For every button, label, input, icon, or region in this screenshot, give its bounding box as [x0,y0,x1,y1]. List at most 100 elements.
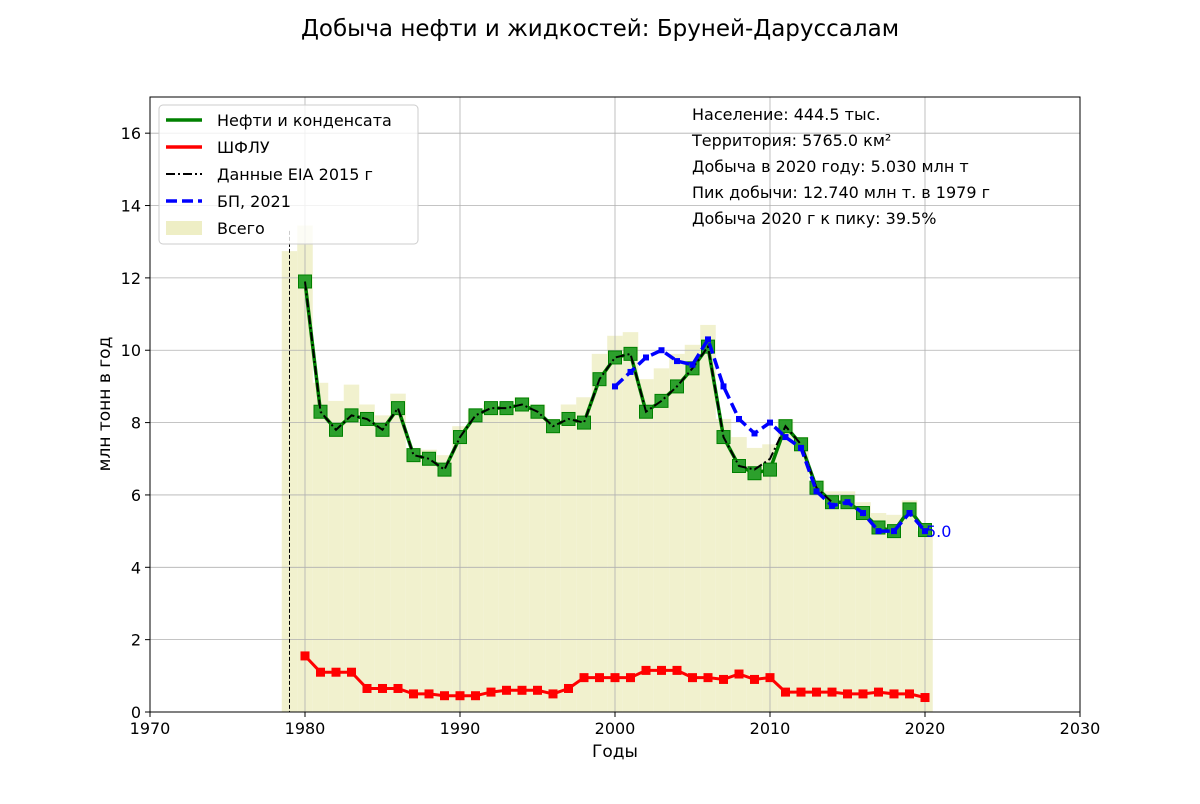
oil-marker [623,346,638,361]
ngl-marker [455,691,465,701]
bp-marker [922,528,928,535]
total-bar [498,404,515,712]
ngl-marker [300,651,310,661]
y-tick-label: 4 [131,558,141,577]
y-tick-label: 14 [121,197,141,216]
legend-swatch-total [166,221,202,235]
x-tick-label: 2010 [750,719,791,738]
ngl-marker [331,667,341,677]
ngl-marker [920,693,930,703]
bp-marker [875,528,882,535]
bp-marker [705,336,711,343]
ngl-marker [440,691,449,701]
total-bar [576,397,592,712]
eia-line [304,281,833,503]
ngl-marker [517,685,527,695]
bp-marker [627,368,634,375]
total-bar [591,353,608,712]
total-bar [421,449,437,712]
oil-marker [577,415,591,430]
bp-marker [658,347,665,354]
total-bar [824,491,840,712]
oil-marker [406,448,421,463]
total-bar [870,513,887,712]
bp-marker [860,510,866,517]
ngl-marker [595,673,604,683]
bp-series [612,335,928,535]
ngl-marker [827,687,837,697]
ngl-marker [579,673,589,683]
total-bar [746,447,763,712]
total-bar [731,437,747,712]
oil-marker [763,462,777,477]
total-bar [638,379,654,712]
x-tick-label: 2020 [905,719,946,738]
total-bar [483,404,499,712]
legend-label-total: Всего [217,219,265,238]
oil-marker [468,408,483,423]
ngl-marker [874,687,883,697]
info-block: Население: 444.5 тыс. Территория: 5765.0 … [691,105,990,228]
bp-marker [891,528,897,535]
x-tick-label: 2000 [595,719,636,738]
ngl-marker [316,667,325,677]
ngl-marker [409,689,418,699]
ngl-marker [378,683,387,693]
ngl-marker [610,673,620,683]
bp-marker [751,430,758,437]
ngl-marker [672,665,682,675]
ngl-marker [424,689,434,699]
bp-marker [643,354,649,361]
x-axis-label: Годы [592,742,638,762]
x-tick-label: 1990 [440,719,481,738]
oil-marker [484,401,498,416]
chart-title: Добыча нефти и жидкостей: Бруней-Дарусса… [301,16,899,42]
ngl-marker [905,689,914,699]
total-bar [839,491,856,712]
ngl-marker [533,685,542,695]
ngl-marker [641,665,651,675]
ngl-marker [657,665,666,675]
x-tick-label: 1980 [285,719,326,738]
total-bar [390,393,406,712]
total-bar [328,400,344,712]
ngl-marker [750,674,759,684]
ngl-marker [765,673,775,683]
bp-marker [813,488,820,495]
y-tick-label: 2 [131,631,141,650]
oil-marker [391,401,405,416]
total-bar [777,418,794,712]
y-tick-label: 0 [131,703,141,722]
ngl-marker [781,687,790,697]
total-bar [405,447,422,712]
legend-label-oil: Нефти и конденсата [217,111,392,130]
ngl-marker [889,689,899,699]
ngl-marker [858,689,868,699]
legend-label-bp: БП, 2021 [217,192,291,211]
total-bar [359,404,375,712]
ngl-marker [471,691,480,701]
ngl-marker [502,685,511,695]
ngl-marker [688,673,697,683]
bp-marker [720,383,727,390]
total-bar [886,514,902,712]
oil-marker [747,466,762,481]
total-bar [715,418,732,712]
bp-marker [829,502,835,509]
x-tick-label: 2030 [1060,719,1101,738]
total-bar [374,415,391,712]
ngl-marker [548,689,558,699]
ngl-marker [564,683,573,693]
y-tick-label: 10 [121,341,141,360]
oil-marker [608,350,622,365]
total-bar [545,418,561,712]
y-axis-label: млн тонн в год [95,337,115,472]
total-bar [684,344,701,712]
ngl-marker [347,667,356,677]
bp-marker [844,499,851,506]
bp-marker [674,358,680,365]
ngl-marker [796,687,806,697]
plot-area: 5.0 1970 1980 1990 2000 2010 2020 2030 0 2 4 6 8 10 12… [121,96,1101,738]
